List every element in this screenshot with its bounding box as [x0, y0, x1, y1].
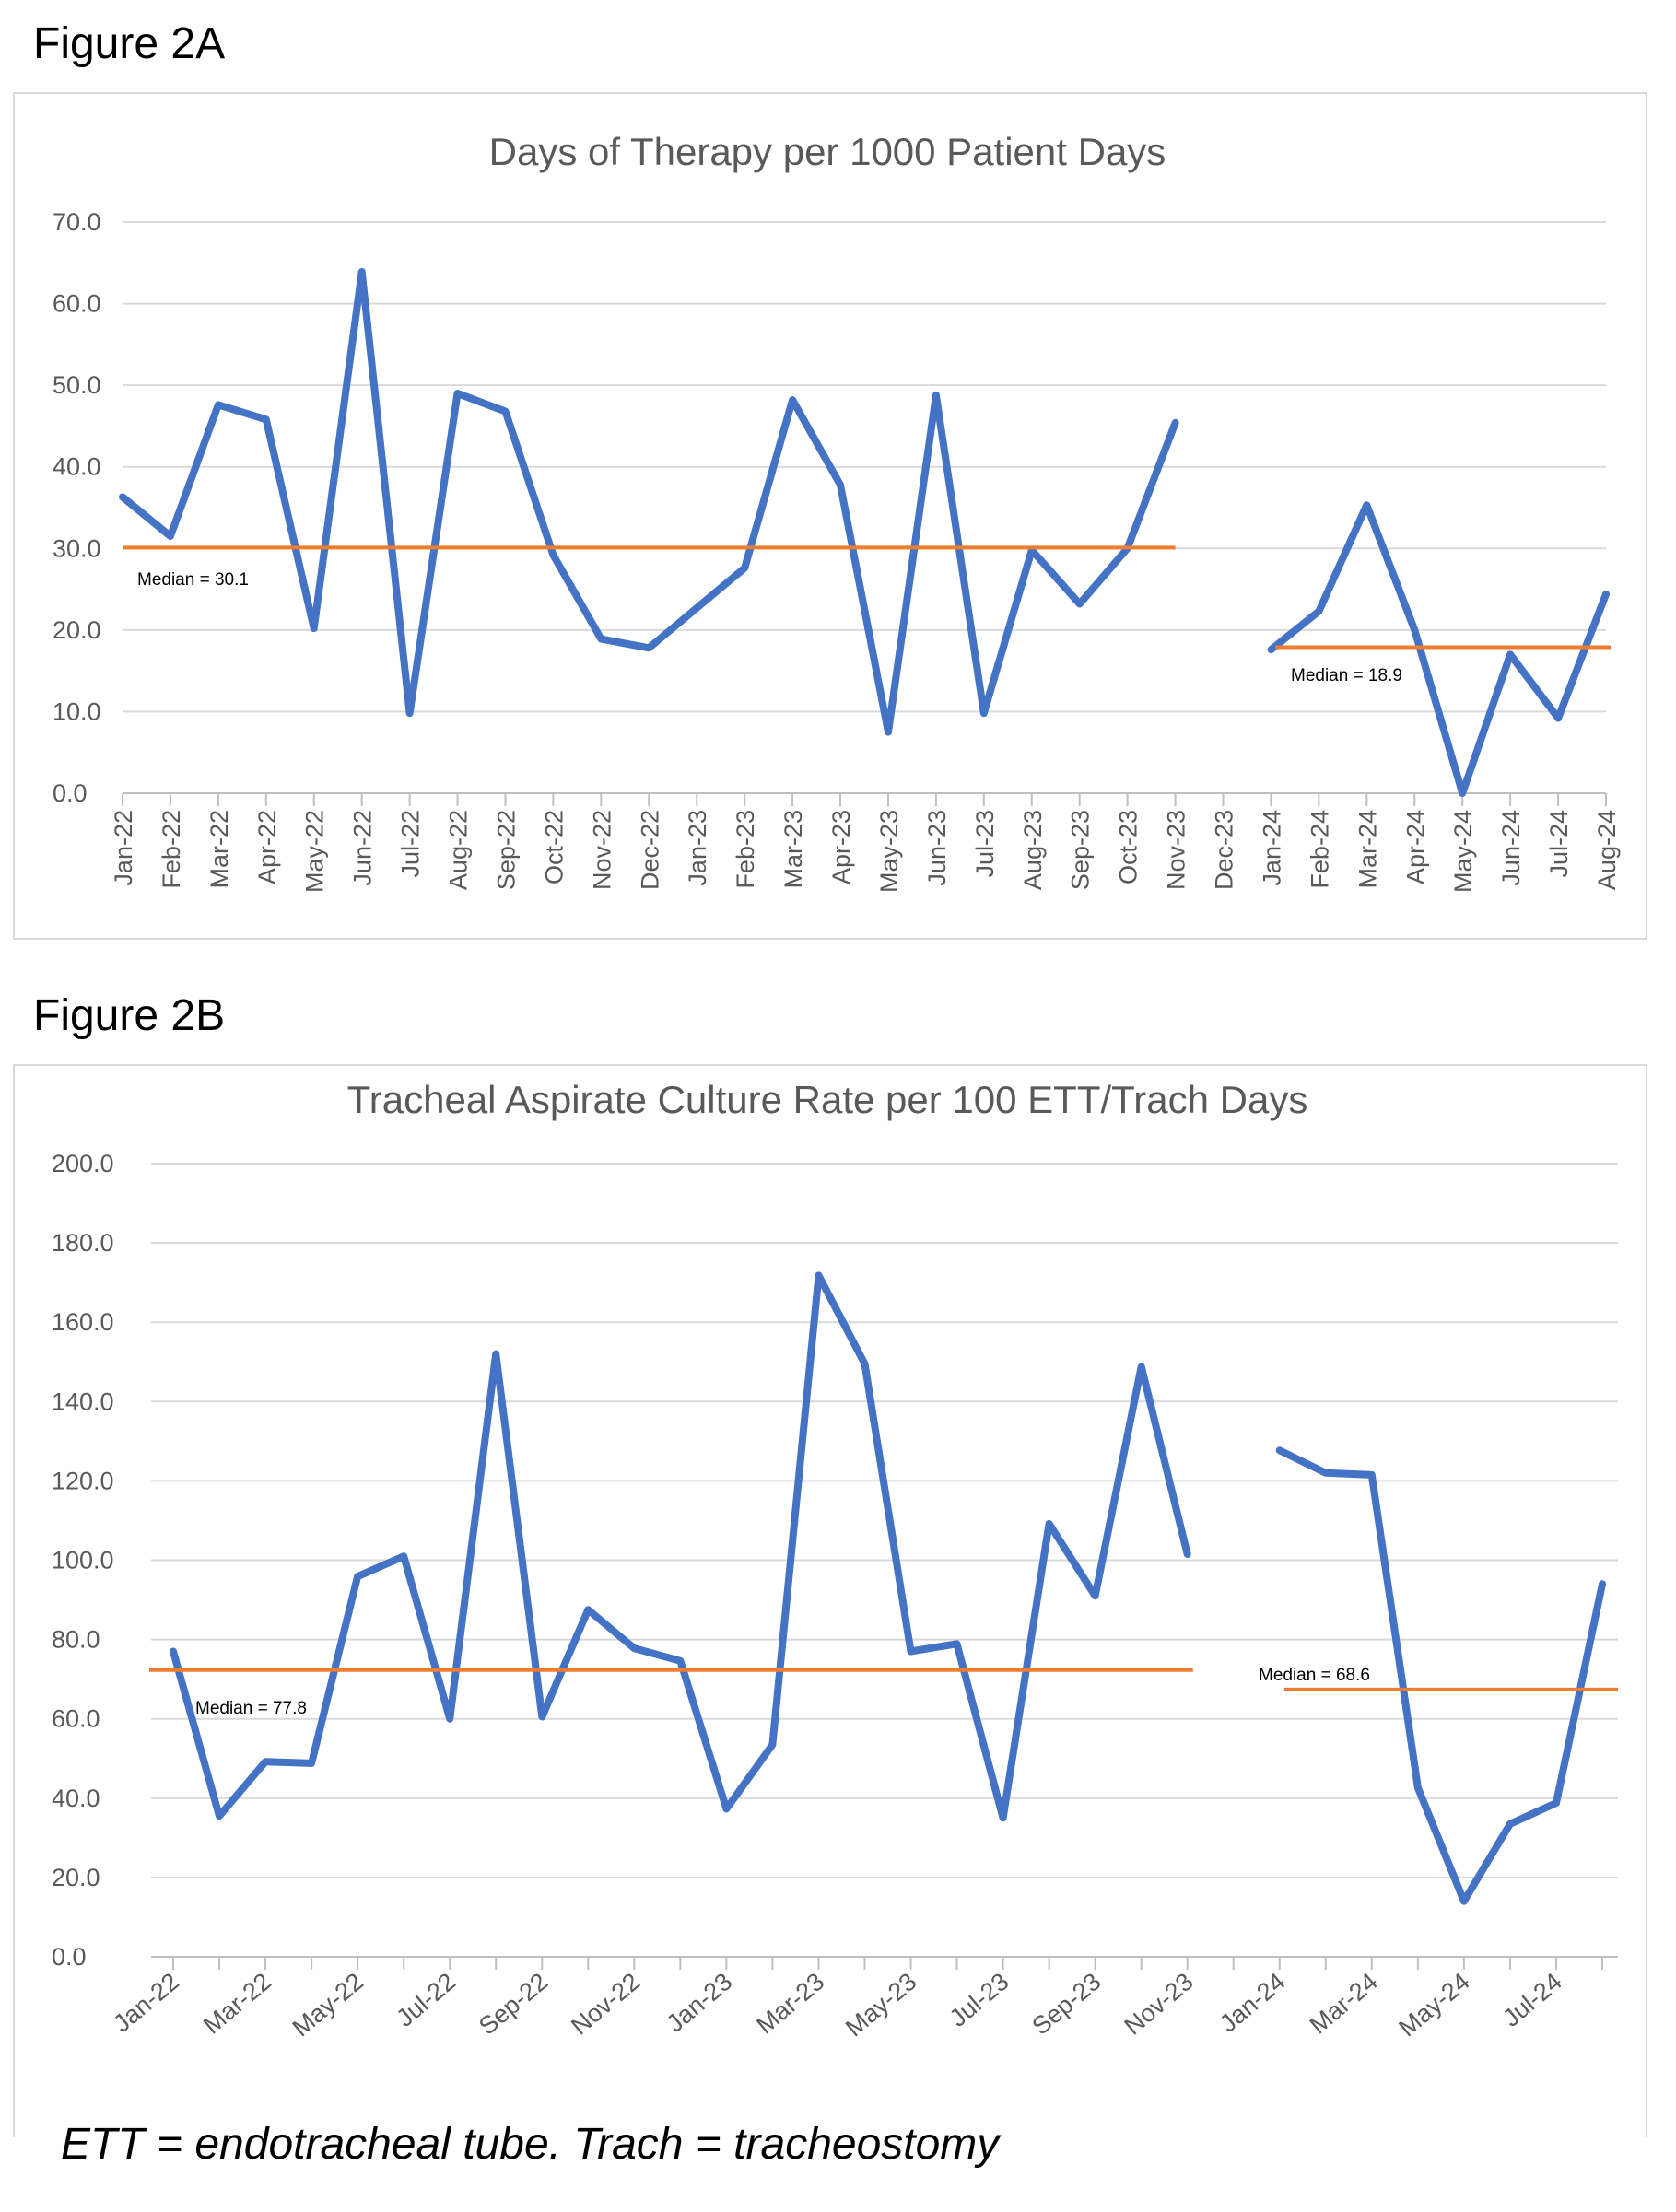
a-x-tick-label: Mar-23 [779, 810, 807, 889]
b-y-tick-label: 160.0 [52, 1308, 114, 1336]
b-median-label: Median = 68.6 [1259, 1666, 1370, 1685]
b-x-tick-label: Mar-23 [752, 1968, 830, 2040]
a-x-tick-label: May-23 [875, 810, 903, 893]
a-y-tick-label: 30.0 [53, 534, 101, 562]
a-x-tick-label: Mar-24 [1354, 810, 1381, 889]
a-x-tick-label: Jan-22 [110, 810, 137, 886]
a-median-label: Median = 30.1 [137, 570, 249, 590]
b-x-tick-label: Jul-22 [391, 1968, 461, 2032]
a-x-tick-label: Feb-22 [158, 810, 185, 889]
a-x-tick-label: Jul-23 [971, 810, 999, 878]
b-x-tick-label: Jul-24 [1497, 1968, 1567, 2032]
b-y-tick-label: 120.0 [52, 1467, 114, 1494]
a-x-tick-label: Nov-22 [588, 810, 615, 890]
a-y-tick-label: 40.0 [53, 453, 101, 481]
b-x-tick-label: May-24 [1394, 1968, 1475, 2042]
a-x-tick-label: Jan-23 [684, 810, 711, 886]
b-y-tick-label: 80.0 [52, 1626, 100, 1654]
a-x-tick-label: Apr-23 [827, 810, 855, 884]
chart-2a-panel: Days of Therapy per 1000 Patient Days 0.0… [13, 92, 1647, 940]
a-x-tick-label: Apr-22 [253, 810, 281, 884]
a-x-tick-label: Aug-22 [445, 810, 473, 890]
chart-2b: Tracheal Aspirate Culture Rate per 100 E… [52, 1078, 1618, 2042]
a-y-tick-label: 0.0 [53, 779, 88, 807]
a-x-tick-label: Aug-23 [1019, 810, 1047, 890]
a-y-tick-label: 10.0 [53, 697, 101, 725]
b-y-tick-label: 100.0 [52, 1547, 114, 1574]
a-series-line [1267, 501, 1610, 797]
a-x-tick-label: Oct-23 [1115, 810, 1143, 884]
b-y-tick-label: 60.0 [52, 1705, 100, 1733]
a-x-tick-label: Nov-23 [1163, 810, 1190, 890]
a-x-tick-label: Jul-24 [1545, 810, 1573, 878]
a-x-tick-label: Feb-24 [1306, 810, 1333, 889]
a-y-tick-label: 60.0 [53, 290, 101, 318]
b-x-tick-label: May-23 [840, 1968, 921, 2042]
a-x-tick-label: Mar-22 [205, 810, 233, 889]
a-x-tick-label: Jan-24 [1258, 810, 1285, 886]
b-x-tick-label: Nov-23 [1119, 1968, 1199, 2041]
b-x-tick-label: Sep-23 [1027, 1968, 1107, 2041]
b-x-tick-label: Jan-24 [1214, 1968, 1291, 2038]
b-y-tick-label: 200.0 [52, 1150, 114, 1177]
b-x-tick-label: Mar-24 [1305, 1968, 1383, 2040]
a-y-tick-label: 20.0 [53, 616, 101, 644]
a-x-tick-label: Jun-22 [349, 810, 377, 886]
b-series-line [1275, 1446, 1606, 1905]
a-x-tick-label: Feb-23 [732, 810, 759, 889]
b-y-tick-label: 140.0 [52, 1387, 114, 1415]
b-series-line [170, 1271, 1191, 1822]
a-chart-title: Days of Therapy per 1000 Patient Days [489, 130, 1166, 173]
a-x-tick-label: Sep-22 [492, 810, 520, 890]
b-x-tick-label: Nov-22 [566, 1968, 645, 2041]
b-x-tick-label: Jul-23 [944, 1968, 1014, 2032]
a-x-tick-label: May-22 [301, 810, 329, 893]
a-x-tick-label: Dec-22 [636, 810, 663, 890]
chart-2b-panel: Tracheal Aspirate Culture Rate per 100 E… [13, 1064, 1647, 2137]
b-y-tick-label: 40.0 [52, 1785, 100, 1812]
a-x-tick-label: Dec-23 [1211, 810, 1238, 890]
a-x-tick-label: Jul-22 [397, 810, 425, 878]
chart-2a: Days of Therapy per 1000 Patient Days 0.0… [53, 130, 1621, 893]
a-y-tick-label: 50.0 [53, 371, 101, 399]
a-x-tick-label: Jun-24 [1497, 810, 1525, 886]
b-x-tick-label: Mar-22 [198, 1968, 276, 2040]
b-median-label: Median = 77.8 [195, 1699, 307, 1718]
b-x-tick-label: Jan-23 [662, 1968, 738, 2038]
a-x-tick-label: Jun-23 [923, 810, 951, 886]
footnote: ETT = endotracheal tube. Trach = tracheo… [61, 2120, 1000, 2169]
b-y-tick-label: 20.0 [52, 1864, 100, 1891]
figure-2b-label: Figure 2B [33, 991, 226, 1040]
b-x-tick-label: Jan-22 [108, 1968, 184, 2038]
b-x-tick-label: Sep-22 [474, 1968, 553, 2041]
a-median-label: Median = 18.9 [1291, 666, 1402, 685]
figure-2a-label: Figure 2A [33, 19, 226, 68]
b-y-tick-label: 180.0 [52, 1229, 114, 1257]
a-x-tick-label: Aug-24 [1593, 810, 1621, 890]
a-x-tick-label: May-24 [1449, 810, 1477, 893]
a-x-tick-label: Sep-23 [1067, 810, 1095, 890]
a-x-tick-label: Apr-24 [1401, 810, 1429, 884]
a-x-tick-label: Oct-22 [540, 810, 568, 884]
b-x-tick-label: May-22 [287, 1968, 369, 2042]
a-series-line [119, 268, 1179, 736]
b-chart-title: Tracheal Aspirate Culture Rate per 100 E… [347, 1078, 1308, 1121]
b-y-tick-label: 0.0 [52, 1943, 87, 1971]
a-y-tick-label: 70.0 [53, 208, 101, 236]
